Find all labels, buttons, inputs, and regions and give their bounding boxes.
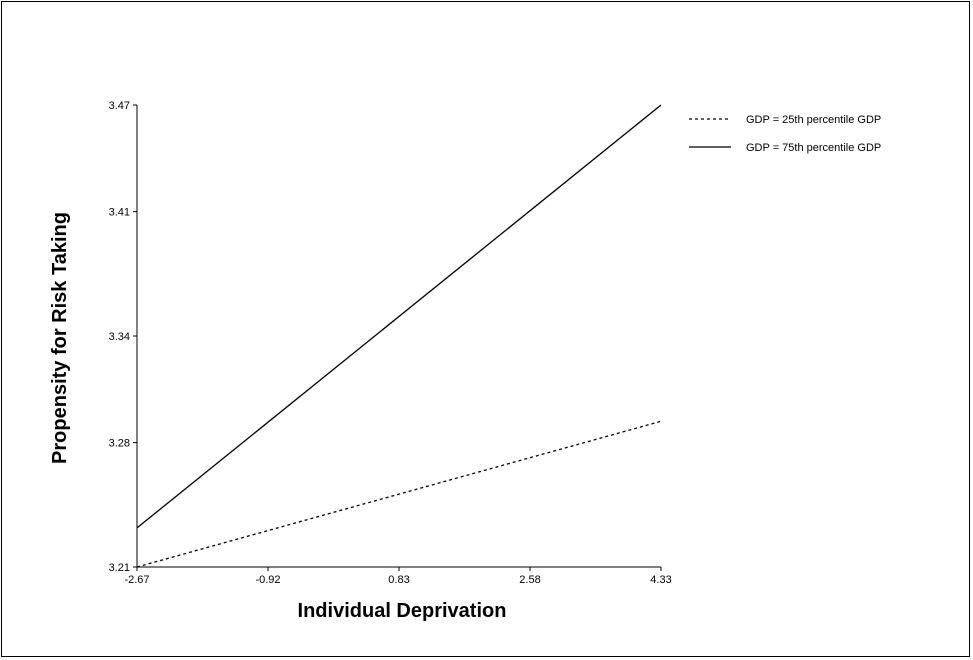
x-tick-label: 4.33 [650,574,671,586]
y-tick-label: 3.28 [109,438,130,450]
legend: GDP = 25th percentile GDP GDP = 75th per… [689,114,881,154]
y-ticks: 3.21 3.28 3.34 3.41 3.47 [109,100,137,574]
y-tick-label: 3.34 [109,331,130,343]
x-axis-title: Individual Deprivation [298,600,507,622]
series-line-75th [136,104,662,529]
x-tick-label: -0.92 [255,574,280,586]
x-tick-label: 2.58 [519,574,540,586]
y-tick-label: 3.47 [109,100,130,112]
x-ticks: -2.67 -0.92 0.83 2.58 4.33 [124,567,672,586]
axes [136,105,661,568]
series-line-25th [136,420,662,568]
x-tick-label: 0.83 [388,574,409,586]
legend-label-25th: GDP = 25th percentile GDP [746,114,881,126]
y-tick-label: 3.41 [109,207,130,219]
series-layer [136,104,662,568]
legend-label-75th: GDP = 75th percentile GDP [746,142,881,154]
y-tick-label: 3.21 [109,562,130,574]
x-tick-label: -2.67 [124,574,149,586]
y-axis-title: Propensity for Risk Taking [49,212,71,464]
